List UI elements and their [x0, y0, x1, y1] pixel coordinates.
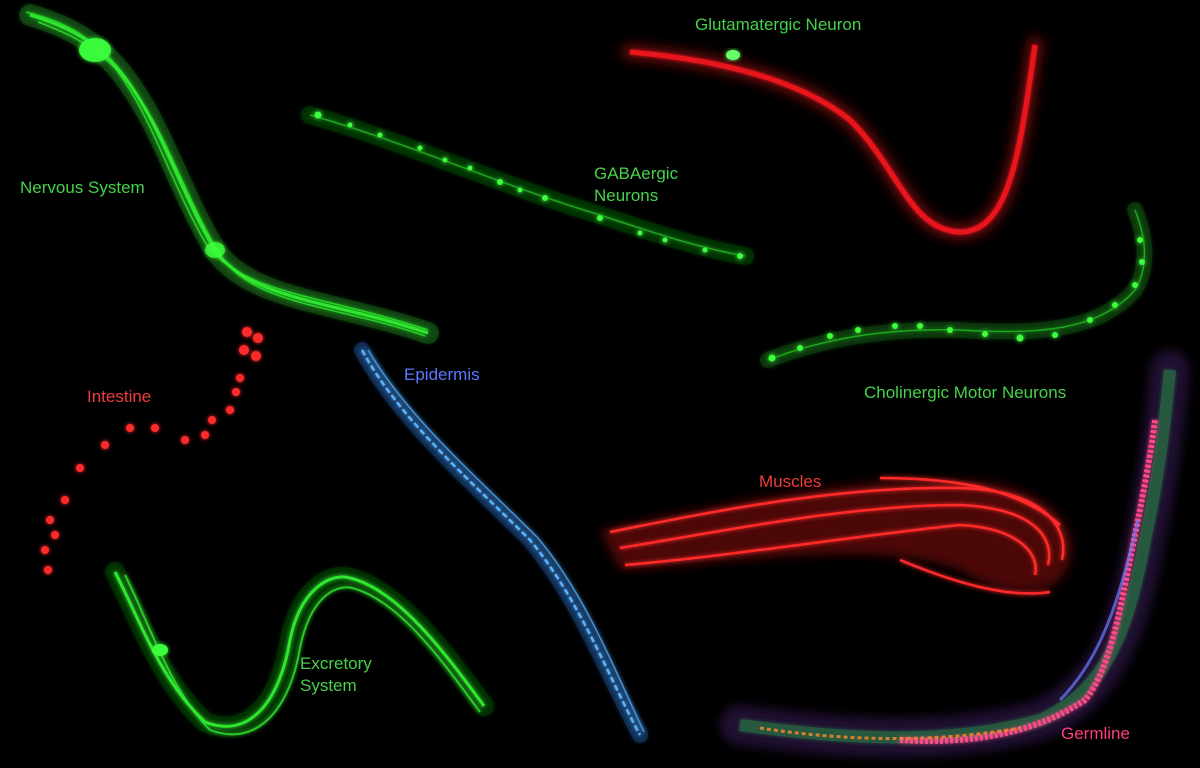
excretory-worm [105, 562, 494, 737]
label-germline: Germline [1061, 724, 1130, 743]
label-gabaergic-neurons: GABAergic Neurons [594, 164, 679, 205]
gabaergic-worm [301, 106, 754, 265]
label-cholinergic-motor-neurons: Cholinergic Motor Neurons [864, 383, 1067, 402]
muscles-worm [600, 476, 1072, 595]
intestine-worm [41, 327, 263, 574]
glutamatergic-worm [620, 35, 1045, 243]
cholinergic-worm [760, 202, 1153, 368]
label-intestine: Intestine [87, 387, 152, 406]
germline-worm [720, 350, 1190, 758]
label-nervous-system: Nervous System [20, 178, 145, 197]
label-glutamatergic-neuron: Glutamatergic Neuron [695, 15, 862, 34]
nervous-system-worm [19, 4, 439, 344]
epidermis-worm [354, 342, 648, 743]
label-epidermis: Epidermis [404, 365, 480, 384]
label-excretory-system: Excretory System [300, 654, 372, 695]
label-muscles: Muscles [759, 472, 822, 491]
